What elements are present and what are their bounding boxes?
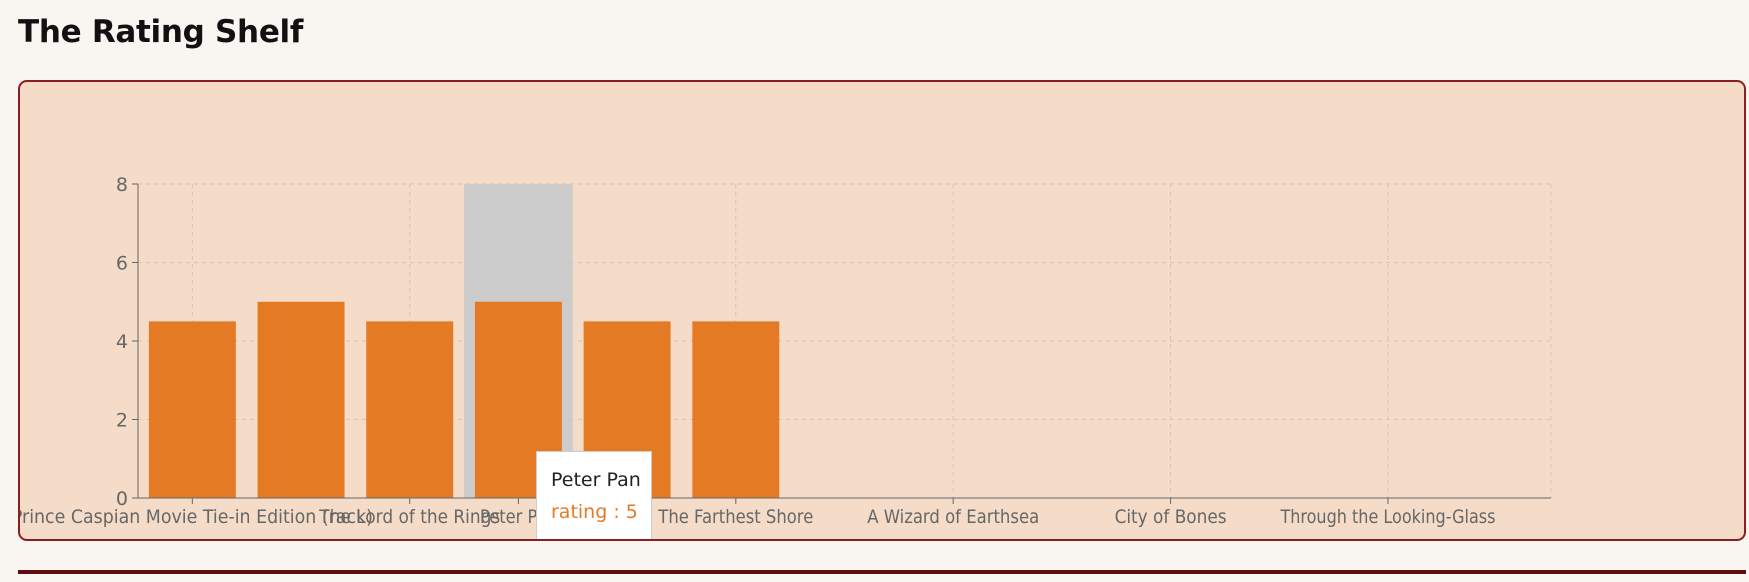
y-axis-tick-label: 0 xyxy=(116,488,128,510)
tooltip-separator: : xyxy=(607,501,626,523)
tooltip-title: Peter Pan xyxy=(551,469,641,491)
bar-rating[interactable] xyxy=(692,321,780,498)
chart-grid xyxy=(138,183,1552,499)
bar-rating[interactable] xyxy=(366,321,454,498)
bottom-rule xyxy=(18,570,1746,574)
x-axis-tick-label: The Farthest Shore xyxy=(657,506,813,528)
page-title: The Rating Shelf xyxy=(18,14,304,50)
x-axis-tick-labels: Prince Caspian Movie Tie-in Edition (rac… xyxy=(18,506,1496,528)
y-axis-tick-label: 8 xyxy=(116,174,128,196)
tooltip-row: rating : 5 xyxy=(551,498,651,526)
x-axis-tick-label: Prince Caspian Movie Tie-in Edition (rac… xyxy=(18,506,373,528)
x-axis-tick-label: The Lord of the Rings xyxy=(318,506,500,528)
x-axis-tick-label: A Wizard of Earthsea xyxy=(867,506,1039,528)
tooltip-series-name: rating xyxy=(551,501,608,523)
y-axis-tick-label: 2 xyxy=(116,410,128,432)
rating-bar-chart[interactable]: Prince Caspian Movie Tie-in Edition (rac… xyxy=(18,80,1746,541)
y-axis-tick-label: 4 xyxy=(116,331,128,353)
y-axis-tick-label: 6 xyxy=(116,253,128,275)
x-axis-tick-label: City of Bones xyxy=(1115,506,1227,528)
chart-card: Prince Caspian Movie Tie-in Edition (rac… xyxy=(18,80,1746,541)
chart-axes xyxy=(132,183,1551,504)
x-axis-tick-label: Through the Looking-Glass xyxy=(1280,506,1496,528)
chart-tooltip: Peter Pan rating : 5 xyxy=(536,451,652,539)
bar-rating[interactable] xyxy=(257,301,345,498)
bar-rating[interactable] xyxy=(148,321,236,498)
y-axis-tick-labels: 0 2 4 6 8 xyxy=(116,174,128,510)
tooltip-value: 5 xyxy=(625,501,638,523)
